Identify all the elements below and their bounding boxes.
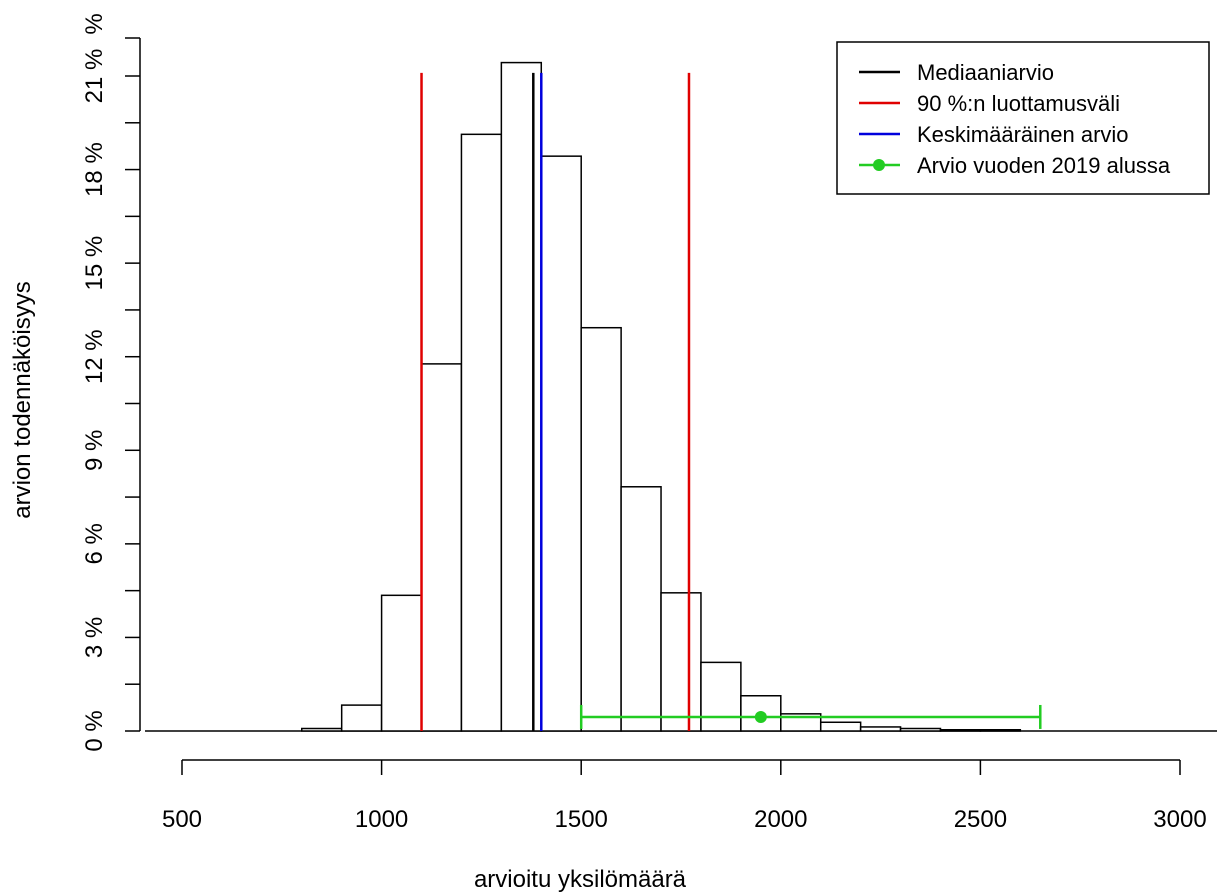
histogram-bar [899,727,942,732]
y-tick-label: 0 % [81,710,108,751]
histogram-bar [500,61,543,732]
legend-label: Arvio vuoden 2019 alussa [917,153,1171,178]
y-tick-label: 12 % [81,329,108,384]
histogram-bar [979,729,1022,732]
histogram-bar [819,721,862,732]
y-tick-label: 21 % [81,49,108,104]
histogram-bar [660,592,702,732]
legend-label: 90 %:n luottamusväli [917,91,1120,116]
legend-label: Mediaaniarvio [917,60,1054,85]
interval-point [754,710,767,723]
x-tick-label: 3000 [1153,806,1206,833]
y-tick-label: % [81,13,108,34]
x-tick-label: 500 [162,806,202,833]
histogram-bar [420,363,463,732]
histogram-bar [620,486,662,732]
histogram-bar [580,326,622,732]
y-axis-title: arvion todennäköisyys [9,281,36,518]
histogram-bar [939,729,982,732]
histogram-bar [301,727,343,732]
y-tick-label: 6 % [81,523,108,564]
histogram-bar [340,704,383,732]
legend-label: Keskimääräinen arvio [917,122,1129,147]
histogram-bar [460,133,503,732]
y-tick-label: 18 % [81,142,108,197]
interval-2019 [579,704,1042,729]
histogram-bar [540,155,582,732]
histogram-bar [380,594,423,732]
histogram-bar [700,661,742,732]
y-tick-label: 3 % [81,617,108,658]
legend-box [836,41,1210,195]
x-tick-label: 2000 [754,806,807,833]
legend: Mediaaniarvio 90 %:n luottamusväli Keskimä… [836,41,1210,195]
y-axis: 0 % 3 % 6 % 9 % 12 % 15 % 18 % 21 %% [81,13,141,752]
x-tick-label: 2500 [954,806,1007,833]
x-axis-title: arvioitu yksilömäärä [474,866,687,893]
histogram-bar [859,726,902,732]
legend-marker [873,159,885,171]
x-axis: 500 1000 1500 2000 2500 3000 [162,759,1207,833]
reference-lines [420,72,691,731]
x-tick-label: 1500 [555,806,608,833]
histogram-bars [145,61,1217,732]
y-tick-label: 15 % [81,236,108,291]
x-tick-label: 1000 [355,806,408,833]
y-tick-label: 9 % [81,430,108,471]
